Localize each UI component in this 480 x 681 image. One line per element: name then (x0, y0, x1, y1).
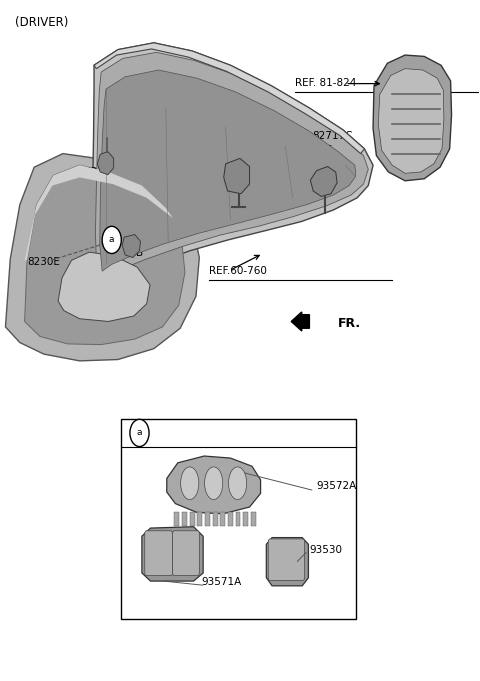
Bar (213, 512, 217, 526)
Bar (220, 512, 225, 526)
Ellipse shape (228, 467, 247, 500)
Bar (190, 512, 194, 526)
Bar (174, 512, 179, 526)
FancyBboxPatch shape (145, 530, 172, 575)
Ellipse shape (180, 467, 199, 500)
Text: 8230E: 8230E (27, 257, 60, 267)
Text: REF.60-760: REF.60-760 (209, 266, 267, 276)
Polygon shape (266, 537, 309, 586)
Bar (182, 512, 187, 526)
Polygon shape (373, 55, 452, 180)
Polygon shape (24, 165, 185, 345)
Polygon shape (24, 165, 173, 260)
Polygon shape (224, 159, 250, 193)
Text: FR.: FR. (338, 317, 361, 330)
Text: 93530: 93530 (310, 545, 342, 554)
Polygon shape (142, 526, 203, 581)
FancyBboxPatch shape (172, 530, 199, 575)
FancyBboxPatch shape (121, 419, 356, 619)
Bar (205, 512, 210, 526)
Polygon shape (92, 43, 373, 287)
Text: 93572A: 93572A (317, 481, 357, 492)
Circle shape (102, 226, 121, 253)
Polygon shape (94, 43, 364, 154)
Text: a: a (109, 236, 115, 244)
Bar (228, 512, 233, 526)
Text: 82610B: 82610B (104, 248, 144, 257)
Bar (197, 512, 202, 526)
Polygon shape (311, 167, 337, 196)
Polygon shape (167, 456, 261, 513)
Bar (243, 512, 248, 526)
Polygon shape (122, 234, 141, 257)
Bar (251, 512, 256, 526)
Polygon shape (97, 152, 114, 174)
Text: 82393A: 82393A (223, 137, 264, 147)
Ellipse shape (204, 467, 223, 500)
Polygon shape (100, 70, 356, 271)
Text: 83191: 83191 (84, 168, 118, 177)
Text: 82717C: 82717C (312, 131, 352, 142)
Polygon shape (5, 154, 199, 361)
Text: REF. 81-824: REF. 81-824 (295, 78, 357, 88)
Text: (DRIVER): (DRIVER) (15, 16, 69, 29)
Polygon shape (96, 52, 368, 279)
Bar (236, 512, 240, 526)
Text: a: a (137, 428, 142, 437)
Text: 1249GE: 1249GE (292, 145, 333, 155)
Polygon shape (378, 69, 444, 174)
FancyArrow shape (291, 312, 310, 331)
Text: 93571A: 93571A (202, 577, 242, 586)
FancyBboxPatch shape (268, 539, 305, 580)
Polygon shape (58, 252, 150, 321)
Circle shape (130, 419, 149, 447)
